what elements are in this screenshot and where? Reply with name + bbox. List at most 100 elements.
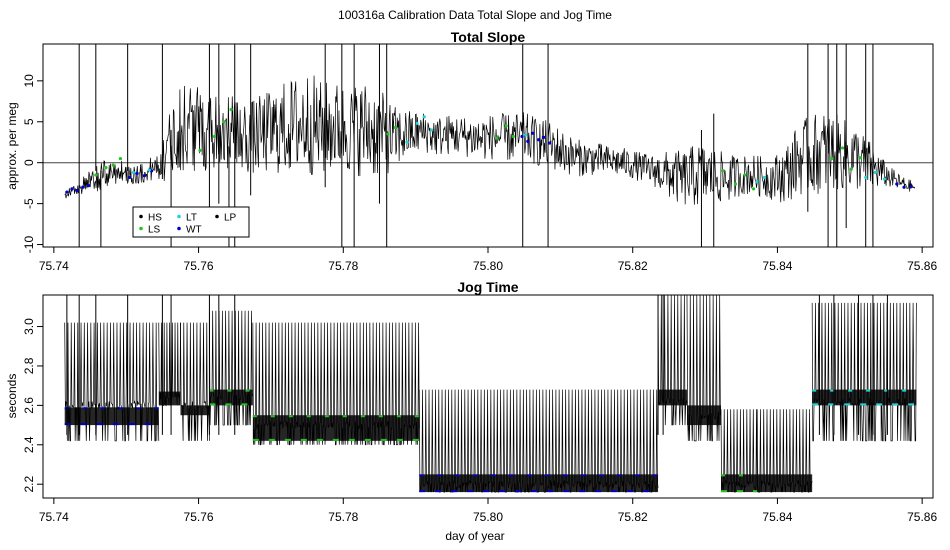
jog-time-y-label: seconds [5,374,19,419]
x-tick-label: 75.74 [39,510,69,524]
jog-time-band [757,474,813,493]
point-wt [70,187,74,191]
point-ls [511,134,515,139]
x-tick-label: 75.74 [39,259,69,273]
jog-time-band [812,389,917,406]
point-wt [135,171,139,175]
jog-time-trace [64,322,160,442]
jog-time-band [419,474,659,493]
point-wt [128,175,132,180]
x-tick-label: 75.82 [618,510,648,524]
y-tick-label: 5 [22,118,36,125]
point-lt [147,168,151,172]
jog-time-panel: Jog Time seconds 75.74 75.76 75.78 75.80 75.… [5,279,937,524]
point-ls [504,124,508,128]
point-wt [75,188,79,193]
point-ls [386,132,390,136]
jog-time-band [720,474,758,493]
jog-time-trace [811,302,917,442]
legend-label-wt: WT [186,225,202,236]
y-tick-label: 2.8 [22,357,36,374]
point-lt [882,177,887,181]
point-lt [405,140,409,144]
legend-marker-wt [177,226,181,231]
legend-label-lt: LT [186,213,197,224]
legend-label-hs: HS [148,213,162,224]
jog-time-axes: 75.74 75.76 75.78 75.80 75.82 75.84 75.86 2.2 2.… [22,318,937,524]
total-slope-trace [64,75,916,205]
y-tick-label: 3.0 [22,318,36,335]
point-wt [86,184,91,188]
total-slope-plot-area [43,44,933,247]
point-ls [94,173,98,177]
legend-marker-hs [139,214,143,219]
jog-time-trace [180,322,210,441]
point-ls [104,166,108,170]
jog-time-band [252,415,420,441]
point-ls [733,182,738,186]
jog-time-band [686,405,721,426]
y-tick-label: -10 [22,236,36,254]
y-tick-label: 2.2 [22,476,36,493]
y-tick-label: 0 [22,159,36,166]
legend-box [132,206,250,238]
legend-marker-lt [177,214,181,219]
y-tick-label: 10 [22,74,36,88]
x-tick-label: 75.86 [907,259,937,273]
point-wt [531,131,535,135]
x-tick-label: 75.78 [328,259,358,273]
point-ls [751,187,756,191]
point-ls [859,156,863,160]
point-wt [537,138,541,142]
point-wt [526,139,530,144]
jog-time-trace [657,295,688,426]
y-tick-label: -5 [22,198,36,209]
jog-time-band [658,389,687,406]
x-tick-label: 75.86 [907,510,937,524]
x-tick-label: 75.82 [618,259,648,273]
point-ls [743,173,747,177]
point-wt [65,190,69,194]
point-ls [229,107,233,112]
point-lt [422,115,426,119]
point-wt [547,141,552,145]
point-ls [830,156,834,161]
total-slope-legend: HS LT LP LS WT [132,206,250,238]
total-slope-axes: 75.74 75.76 75.78 75.80 75.82 75.84 75.86 -10 -5… [22,74,937,273]
x-tick-label: 75.84 [762,259,792,273]
x-tick-label: 75.80 [473,510,503,524]
x-tick-label: 75.80 [473,259,503,273]
figure-x-label: day of year [445,529,504,543]
point-ls [393,125,397,130]
point-lt [524,133,528,137]
legend-marker-ls [139,226,143,231]
point-lt [762,175,767,180]
jog-time-band [209,389,253,406]
x-tick-label: 75.76 [184,510,214,524]
point-lt [131,170,136,175]
total-slope-title: Total Slope [451,29,526,45]
jog-time-band [158,391,181,406]
total-slope-y-label: approx. per meg [5,102,19,189]
point-lt [873,170,877,175]
legend-label-ls: LS [148,225,161,236]
total-slope-panel: Total Slope approx. per meg 75.74 75.76 75… [5,29,937,273]
point-wt [81,185,85,189]
point-lt [429,128,434,132]
x-tick-label: 75.78 [328,510,358,524]
point-ls [849,167,853,171]
point-wt [142,174,146,178]
x-tick-label: 75.84 [762,510,792,524]
point-wt [520,134,524,139]
point-ls [495,136,499,140]
legend-label-lp: LP [224,213,237,224]
point-lt [415,121,419,125]
point-ls [840,146,845,150]
jog-time-title: Jog Time [457,279,518,295]
legend-marker-lp [215,214,219,219]
point-ls [721,169,725,173]
jog-time-trace [209,310,254,426]
point-ls [111,163,115,167]
jog-time-frame [42,294,934,499]
